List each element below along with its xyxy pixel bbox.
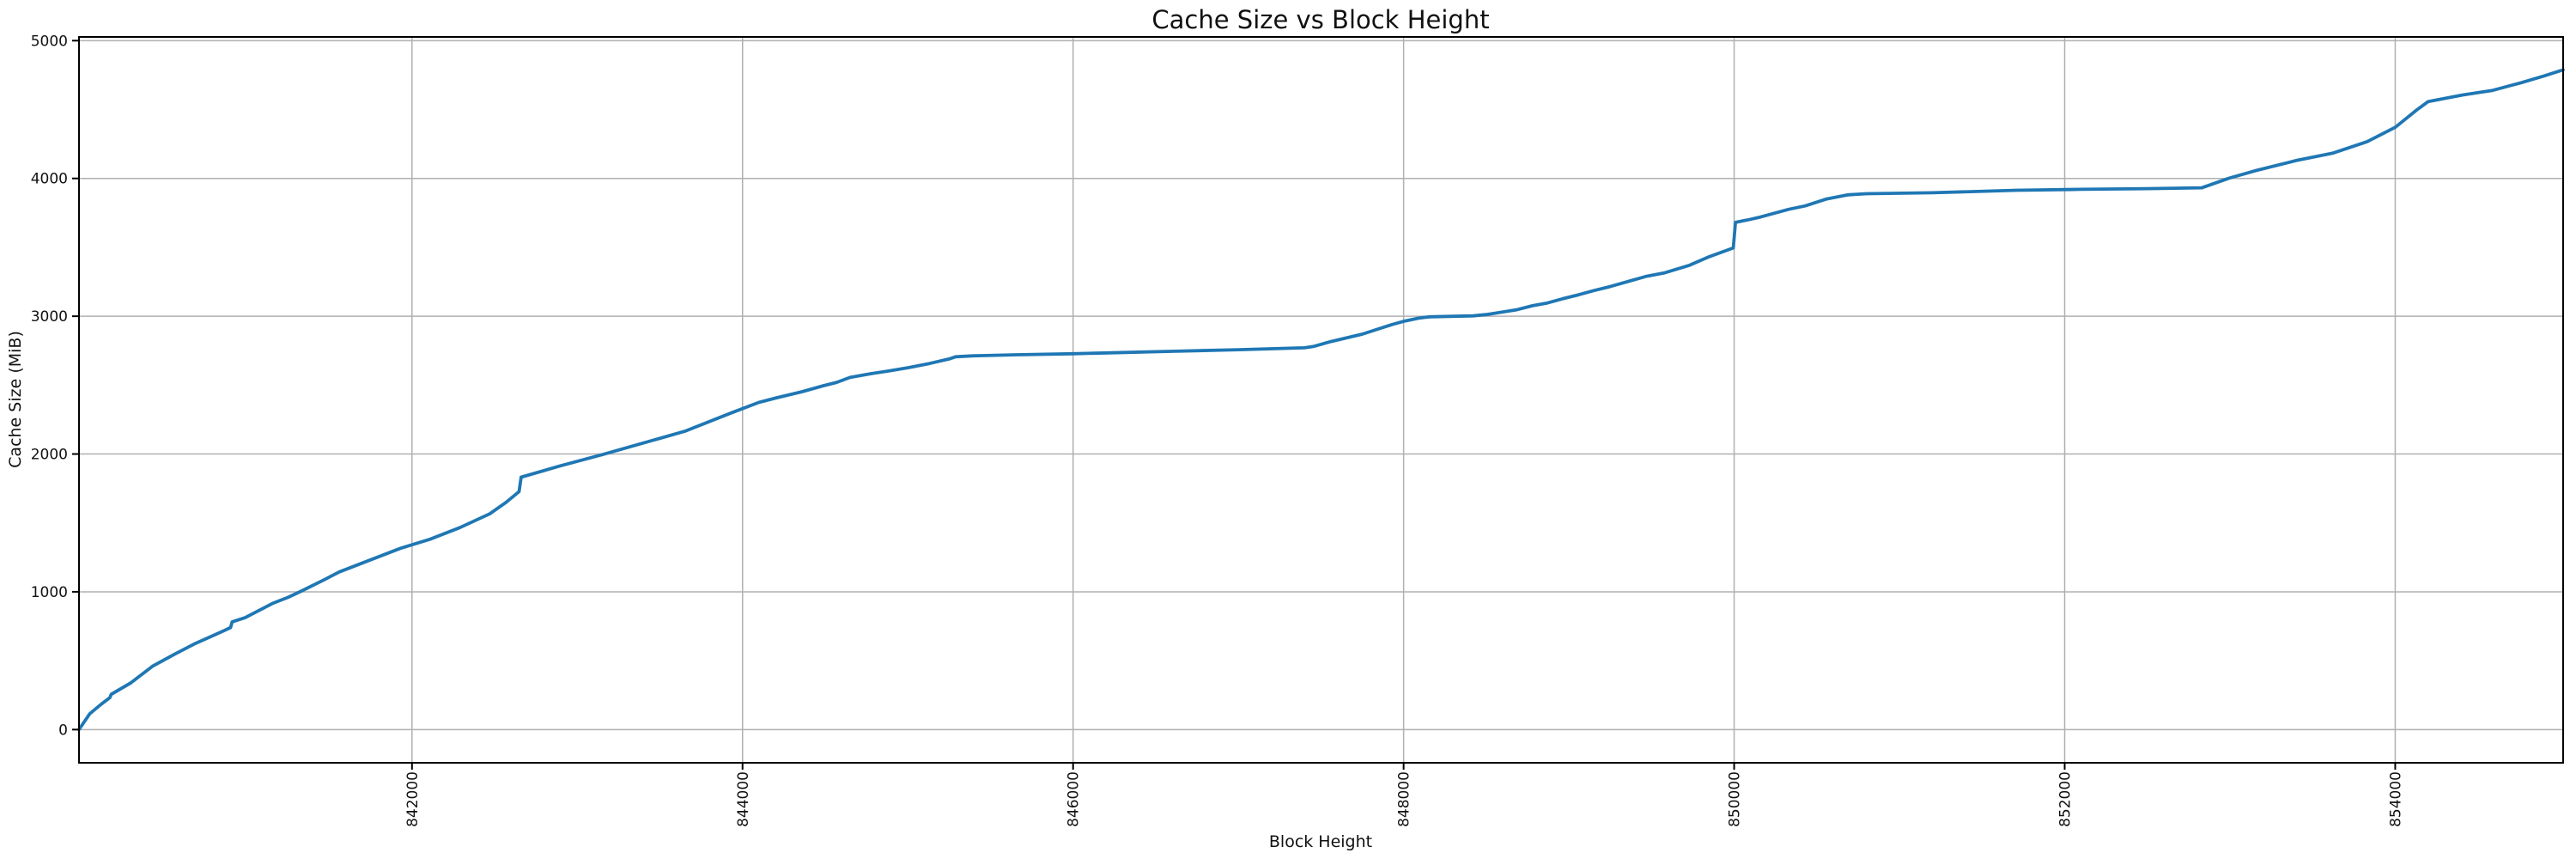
y-tick-label: 4000 xyxy=(31,171,68,188)
tick-marks xyxy=(72,40,2397,770)
chart-title: Cache Size vs Block Height xyxy=(1151,5,1489,34)
y-tick-label: 5000 xyxy=(31,33,68,50)
series-lines xyxy=(77,68,2565,732)
gridlines xyxy=(79,37,2563,763)
y-tick-label: 0 xyxy=(58,722,68,739)
tick-labels: 842000 844000 846000 848000 850000 852000 8540… xyxy=(31,33,2405,827)
x-tick-label: 846000 xyxy=(1066,771,1083,827)
y-axis-label: Cache Size (MiB) xyxy=(6,331,25,468)
y-tick-label: 3000 xyxy=(31,308,68,326)
y-tick-label: 2000 xyxy=(31,447,68,464)
x-axis-label: Block Height xyxy=(1269,832,1372,851)
x-tick-label: 854000 xyxy=(2387,771,2404,827)
y-tick-label: 1000 xyxy=(31,584,68,601)
x-tick-label: 842000 xyxy=(404,771,422,827)
x-tick-label: 850000 xyxy=(1727,771,1744,827)
x-tick-label: 848000 xyxy=(1396,771,1413,827)
x-tick-label: 844000 xyxy=(735,771,752,827)
plot-area-border xyxy=(78,36,2564,764)
x-tick-label: 852000 xyxy=(2057,771,2075,827)
cache-size-line xyxy=(77,68,2565,732)
